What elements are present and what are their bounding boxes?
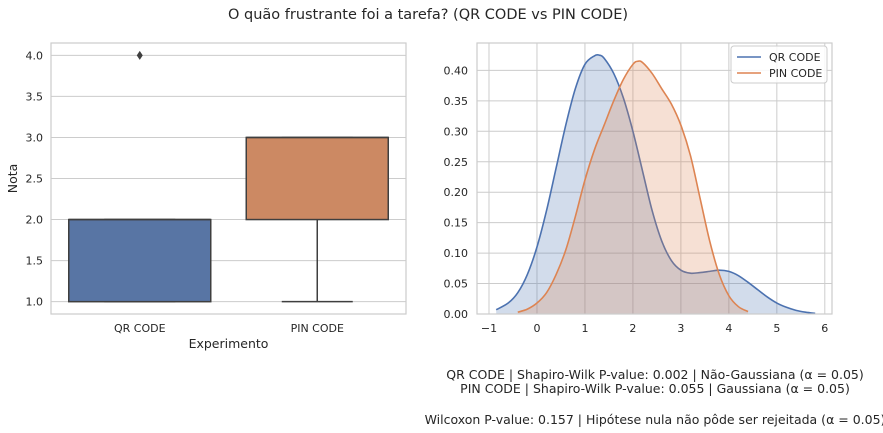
- plot-frame: [50, 42, 407, 315]
- box-pin-code: [245, 136, 389, 221]
- density-area-qr-code: [496, 54, 816, 314]
- legend-label: PIN CODE: [769, 67, 822, 80]
- outlier-marker: [136, 50, 143, 60]
- y-tick-label: 0.30: [444, 125, 469, 138]
- wilcoxon-test-result: Wilcoxon P-value: 0.157 | Hipótese nula …: [424, 412, 883, 427]
- y-tick-label: 0.05: [444, 278, 469, 291]
- y-tick-label: 0.20: [444, 186, 469, 199]
- x-axis-label: Experimento: [189, 336, 269, 351]
- x-tick-label: 0: [533, 322, 540, 335]
- density-line-qr-code: [495, 53, 816, 315]
- x-tick-label: 1: [581, 322, 588, 335]
- y-tick-label: 0.00: [444, 308, 469, 321]
- box-plot-panel: 1.0 1.5 2.0 2.5 3.0 3.5 4.0 QR CODE PIN CODE Expe…: [5, 42, 407, 351]
- x-tick-label: QR CODE: [114, 322, 166, 335]
- y-axis-label: Nota: [5, 164, 20, 194]
- y-tick-label: 1.5: [26, 255, 44, 268]
- y-tick-label: 2.5: [26, 173, 44, 186]
- normality-test-qr: QR CODE | Shapiro-Wilk P-value: 0.002 | …: [446, 367, 864, 382]
- y-tick-label: 0.40: [444, 64, 469, 77]
- y-tick-label: 4.0: [26, 49, 44, 62]
- density-area-pin-code: [517, 60, 749, 314]
- figure-title: O quão frustrante foi a tarefa? (QR CODE…: [228, 7, 628, 23]
- y-tick-label: 0.15: [444, 217, 469, 230]
- x-tick-label: 2: [629, 322, 636, 335]
- y-tick-label: 3.5: [26, 90, 44, 103]
- x-tick-label: PIN CODE: [291, 322, 344, 335]
- x-tick-label: 5: [773, 322, 780, 335]
- y-tick-label: 0.35: [444, 95, 469, 108]
- density-plot-panel: 0.00 0.05 0.10 0.15 0.20 0.25 0.30 0.35 0.40 −1 0 1…: [444, 42, 833, 335]
- density-line-pin-code: [517, 60, 749, 313]
- x-tick-label: 3: [677, 322, 684, 335]
- legend: QR CODE PIN CODE: [730, 45, 828, 84]
- y-tick-label: 3.0: [26, 131, 44, 144]
- y-tick-label: 0.25: [444, 156, 469, 169]
- x-tick-label: −1: [481, 322, 497, 335]
- plot-frame: [476, 42, 833, 315]
- x-tick-label: 6: [821, 322, 828, 335]
- x-tick-label: 4: [725, 322, 732, 335]
- normality-test-pin: PIN CODE | Shapiro-Wilk P-value: 0.055 |…: [460, 381, 850, 396]
- y-tick-label: 1.0: [26, 296, 44, 309]
- legend-label: QR CODE: [769, 51, 821, 64]
- plot-area: [477, 43, 832, 314]
- y-tick-label: 0.10: [444, 247, 469, 260]
- y-tick-label: 2.0: [26, 214, 44, 227]
- box-qr-code: [68, 218, 212, 303]
